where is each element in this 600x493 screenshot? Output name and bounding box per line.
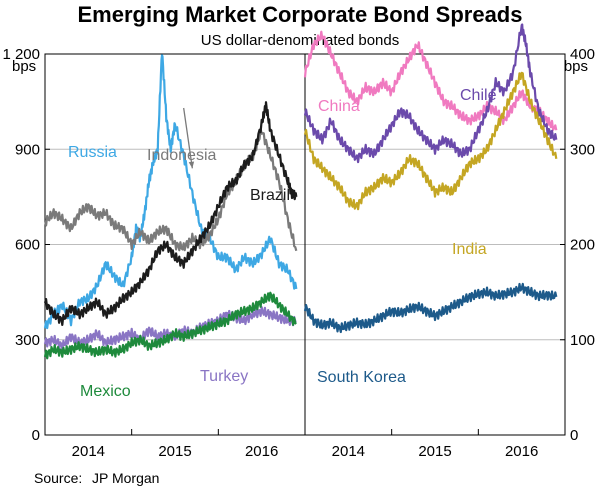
series-label-mexico: Mexico	[80, 383, 131, 400]
y-axis-label-left: bps	[12, 58, 36, 75]
y-tick-label-left: 600	[15, 237, 40, 254]
source-label: Source:	[34, 470, 83, 486]
series-line-india	[303, 71, 558, 211]
y-tick-label-left: 0	[32, 427, 40, 444]
series-layer	[43, 23, 558, 360]
x-tick-label-left: 2014	[72, 443, 105, 460]
series-label-south-korea: South Korea	[317, 369, 406, 386]
x-tick-label-right: 2016	[505, 443, 538, 460]
x-tick-label-left: 2015	[158, 443, 191, 460]
series-line-russia	[43, 54, 298, 330]
series-label-indonesia: Indonesia	[147, 147, 216, 164]
x-tick-label-right: 2015	[418, 443, 451, 460]
y-tick-label-left: 1 200	[2, 46, 40, 63]
axis-layer	[44, 53, 566, 436]
y-tick-label-left: 300	[15, 332, 40, 349]
y-tick-label-right: 100	[570, 332, 595, 349]
source-note: Source: JP Morgan	[34, 470, 159, 486]
chart-subtitle: US dollar-denominated bonds	[200, 32, 400, 49]
y-tick-label-left: 900	[15, 141, 40, 158]
chart-title: Emerging Market Corporate Bond Spreads	[77, 2, 523, 27]
y-tick-label-right: 300	[570, 141, 595, 158]
y-axis-label-right: bps	[564, 58, 588, 75]
series-label-russia: Russia	[68, 144, 117, 161]
annotation-arrow	[183, 107, 193, 169]
series-label-india: India	[452, 241, 487, 258]
source-value: JP Morgan	[92, 470, 160, 486]
series-line-china	[303, 30, 558, 131]
series-line-chile	[303, 23, 558, 164]
series-line-south-korea	[303, 282, 558, 334]
series-label-turkey: Turkey	[200, 368, 248, 385]
y-tick-label-right: 0	[570, 427, 578, 444]
series-line-turkey	[43, 306, 297, 352]
annotation-arrowhead	[188, 161, 195, 169]
y-tick-label-right: 400	[570, 46, 595, 63]
series-label-brazil: Brazil	[250, 187, 290, 204]
y-tick-label-right: 200	[570, 237, 595, 254]
x-tick-label-left: 2016	[245, 443, 278, 460]
series-label-china: China	[318, 98, 360, 115]
series-line-mexico	[43, 291, 297, 360]
series-label-chile: Chile	[460, 87, 497, 104]
series-line-brazil	[43, 101, 298, 326]
x-tick-label-right: 2014	[332, 443, 365, 460]
